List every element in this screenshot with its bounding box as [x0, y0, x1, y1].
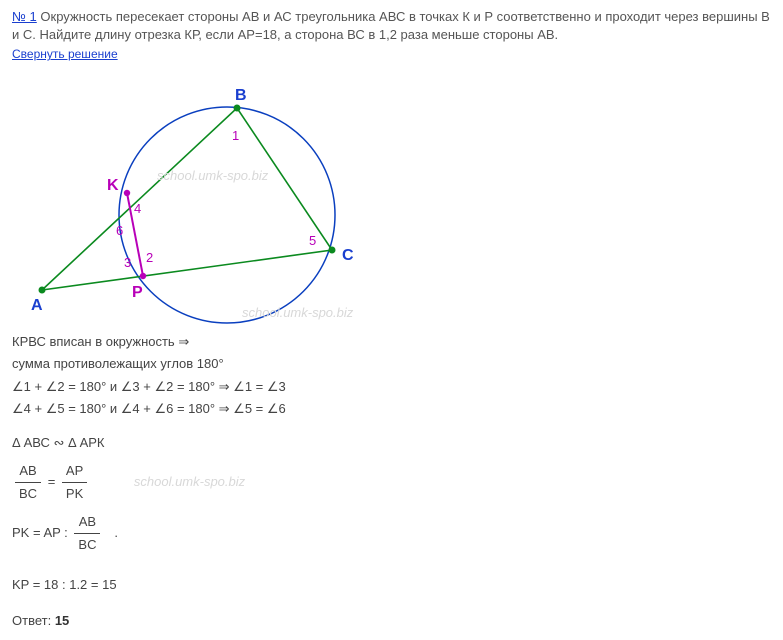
problem-number-link[interactable]: № 1 — [12, 9, 37, 24]
ratio-equation: AB BC = AP PK school.umk-spo.biz — [12, 460, 771, 505]
geometry-diagram: A B C K P 1 46 32 5 school.umk-spo.biz school.umk-… — [12, 65, 412, 325]
ratio-ab: AB — [15, 460, 41, 483]
similarity-line: Δ АВС ∾ Δ АРК — [12, 432, 771, 454]
svg-text:4: 4 — [134, 201, 141, 216]
pk-frac-bc: BC — [74, 534, 100, 556]
svg-text:2: 2 — [146, 250, 153, 265]
solution-line: ∠4 + ∠5 = 180° и ∠4 + ∠6 = 180° ⇒ ∠5 = ∠… — [12, 398, 771, 420]
ratio-bc: BC — [15, 483, 41, 505]
svg-text:5: 5 — [309, 233, 316, 248]
collapse-solution-link[interactable]: Свернуть решение — [12, 47, 118, 61]
solution-line: ∠1 + ∠2 = 180° и ∠3 + ∠2 = 180° ⇒ ∠1 = ∠… — [12, 376, 771, 398]
solution-line: КРВС вписан в окружность ⇒ — [12, 331, 771, 353]
svg-text:6: 6 — [116, 223, 123, 238]
svg-text:school.umk-spo.biz: school.umk-spo.biz — [242, 305, 354, 320]
kp-calc: KP = 18 : 1.2 = 15 — [12, 574, 771, 596]
pk-equation: PK = AP : AB BC . — [12, 511, 771, 556]
svg-text:A: A — [31, 297, 43, 314]
answer-value: 15 — [55, 613, 69, 628]
svg-text:P: P — [132, 284, 143, 301]
svg-text:3: 3 — [124, 255, 131, 270]
answer-label: Ответ: — [12, 613, 51, 628]
diagram-svg: A B C K P 1 46 32 5 school.umk-spo.biz school.umk-… — [12, 65, 412, 325]
svg-text:B: B — [235, 87, 247, 104]
problem-header: № 1 Окружность пересекает стороны АВ и А… — [12, 8, 771, 44]
equals-sign: = — [48, 474, 59, 489]
pk-frac-ab: AB — [74, 511, 100, 534]
answer-line: Ответ: 15 — [12, 610, 771, 632]
watermark-inline: school.umk-spo.biz — [134, 474, 245, 489]
solution-line: сумма противолежащих углов 180° — [12, 353, 771, 375]
problem-text: Окружность пересекает стороны АВ и АС тр… — [12, 9, 770, 42]
svg-text:C: C — [342, 247, 354, 264]
ratio-pk: PK — [62, 483, 87, 505]
svg-text:school.umk-spo.biz: school.umk-spo.biz — [157, 168, 269, 183]
pk-dot: . — [107, 525, 118, 540]
svg-text:1: 1 — [232, 128, 239, 143]
svg-text:K: K — [107, 177, 119, 194]
pk-left: PK = AP : — [12, 525, 68, 540]
solution-block: КРВС вписан в окружность ⇒ сумма противо… — [12, 331, 771, 632]
ratio-ap: AP — [62, 460, 87, 483]
